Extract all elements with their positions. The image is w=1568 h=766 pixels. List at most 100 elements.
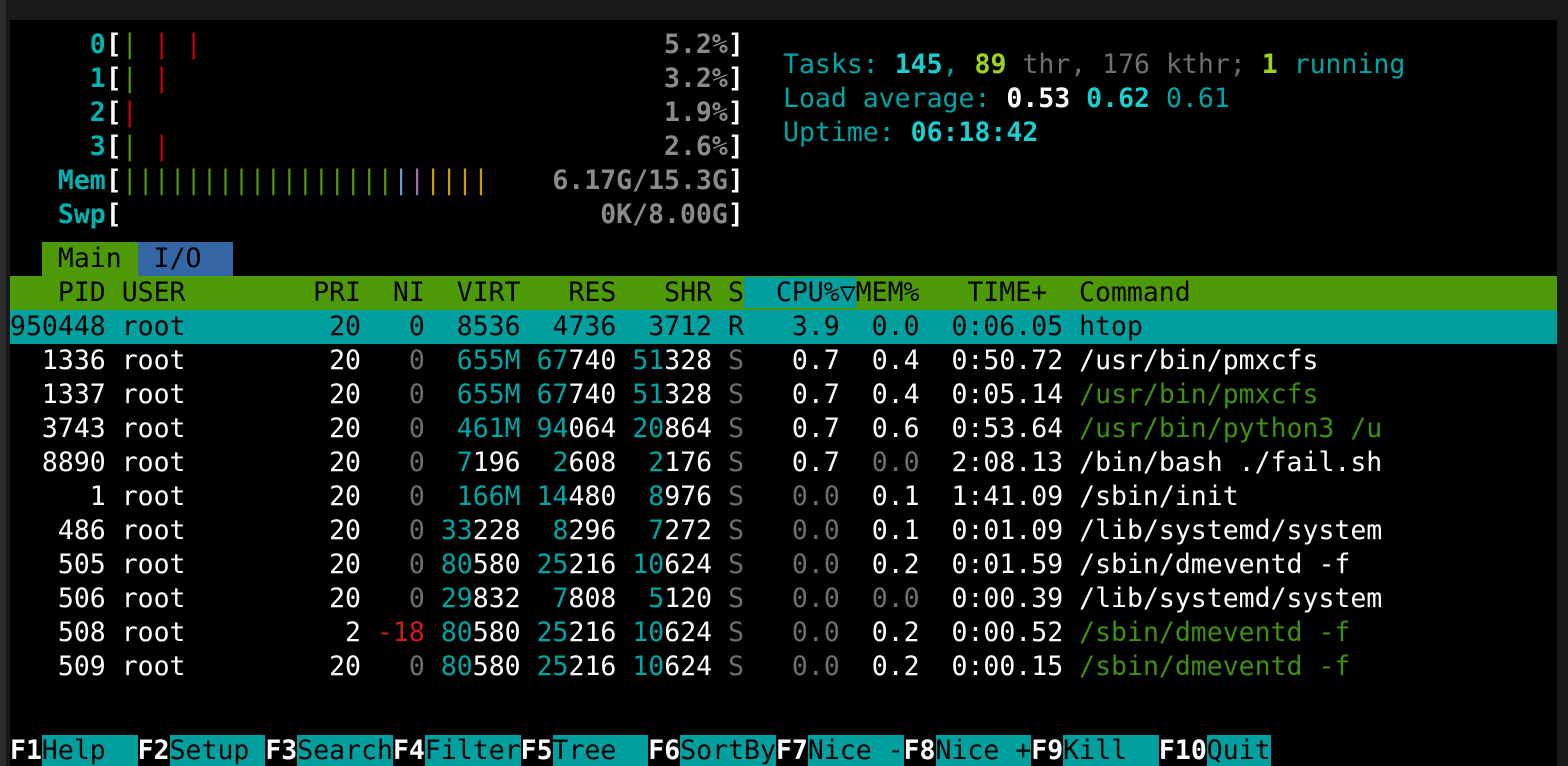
process-cpu-percent: 3.9 — [744, 311, 840, 342]
process-row[interactable]: 509 root 20 0 80580 25216 10624 S 0.0 0.… — [10, 650, 1557, 684]
fkey-setup-key[interactable]: F2 — [137, 735, 170, 766]
mem-meter-bar-cell: | — [329, 165, 346, 196]
fkey-search-key[interactable]: F3 — [265, 735, 298, 766]
process-table-header[interactable]: PID USER PRI NI VIRT RES SHR S CPU%▽MEM%… — [10, 276, 1557, 310]
tab-io[interactable]: I/O — [137, 242, 234, 276]
process-shr-high: 2 — [648, 447, 665, 478]
process-nice: 0 — [361, 651, 425, 682]
process-pid: 486 — [10, 515, 106, 546]
fkey-kill-key[interactable]: F9 — [1031, 735, 1064, 766]
cpu-meter-0-bar-cell: | — [185, 29, 202, 60]
fkey-quit-label[interactable]: Quit — [1206, 735, 1271, 766]
process-shr-pad — [616, 379, 632, 410]
process-shr-high: 10 — [632, 617, 665, 648]
htop-terminal[interactable]: 0[| | | 5.2%] 1[| | 3.2%] 2[| 1.9%] 3[| … — [10, 20, 1557, 766]
fkey-search-label[interactable]: Search — [297, 735, 393, 766]
process-cpu-percent: 0.0 — [744, 651, 840, 682]
process-row[interactable]: 505 root 20 0 80580 25216 10624 S 0.0 0.… — [10, 548, 1557, 582]
process-res-low: 216 — [568, 651, 617, 682]
process-nice: 0 — [361, 549, 425, 580]
col-header-ni: NI — [361, 277, 425, 308]
fkey-tree-label[interactable]: Tree — [552, 735, 649, 766]
mem-meter-bar-cell: | — [345, 165, 362, 196]
process-command: /bin/bash ./fail.sh — [1063, 447, 1383, 478]
cpu-meter-2-bar-cell — [170, 97, 186, 128]
process-res-pad — [521, 311, 553, 342]
process-nice: 0 — [361, 311, 425, 342]
swap-meter-bar-cell — [313, 199, 329, 230]
fkey-quit-key[interactable]: F10 — [1158, 735, 1207, 766]
cpu-meter-1-bar-cell — [329, 63, 345, 94]
fkey-filter-label[interactable]: Filter — [424, 735, 521, 766]
process-row[interactable]: 486 root 20 0 33228 8296 7272 S 0.0 0.1 … — [10, 514, 1557, 548]
fkey-tree-key[interactable]: F5 — [520, 735, 553, 766]
mem-meter: Mem[||||||||||||||||||||||| 6.17G/15.3G] — [10, 164, 1557, 198]
process-cpu-percent: 0.0 — [744, 583, 840, 614]
cpu-meter-0-label: 0 — [10, 29, 106, 60]
process-row[interactable]: 8890 root 20 0 7196 2608 2176 S 0.7 0.0 … — [10, 446, 1557, 480]
cpu-meter-2-bracket-open: [ — [105, 97, 122, 128]
screen-tabs[interactable]: Main I/O — [10, 242, 1557, 276]
fkey-help-key[interactable]: F1 — [10, 735, 42, 766]
process-row[interactable]: 506 root 20 0 29832 7808 5120 S 0.0 0.0 … — [10, 582, 1557, 616]
process-priority: 20 — [249, 345, 362, 376]
fkey-setup-label[interactable]: Setup — [169, 735, 266, 766]
col-header-mem: MEM% — [855, 277, 920, 308]
process-pid: 1337 — [10, 379, 106, 410]
fkey-filter-key[interactable]: F4 — [392, 735, 425, 766]
process-command: /lib/systemd/system — [1063, 583, 1383, 614]
process-nice: 0 — [361, 583, 425, 614]
cpu-meter-1-bar-cell — [505, 63, 521, 94]
cpu-meter-0-bracket-open: [ — [105, 29, 122, 60]
process-res-low: 296 — [568, 515, 617, 546]
process-virt-pad — [425, 515, 441, 546]
cpu-meter-2-bar-cell — [313, 97, 329, 128]
process-list[interactable]: 950448 root 20 0 8536 4736 3712 R 3.9 0.… — [10, 310, 1557, 684]
col-header-cpu-sorted[interactable]: CPU%▽ — [743, 277, 856, 308]
swap-meter-bar-cell — [218, 199, 234, 230]
process-virt-low: 196 — [472, 447, 521, 478]
process-virt-pad — [425, 413, 457, 444]
cpu-meter-2-bar-cell — [425, 97, 441, 128]
running-label: running — [1277, 49, 1406, 80]
process-row[interactable]: 3743 root 20 0 461M 94064 20864 S 0.7 0.… — [10, 412, 1557, 446]
function-key-bar[interactable]: F1Help F2Setup F3SearchF4FilterF5Tree F6… — [10, 734, 1557, 766]
process-pid: 1 — [10, 481, 106, 512]
fkey-nice-down-key[interactable]: F7 — [775, 735, 808, 766]
fkey-help-label[interactable]: Help — [41, 735, 138, 766]
process-state: S — [712, 617, 745, 648]
process-res-high: 67 — [536, 379, 569, 410]
process-shr-low: 624 — [664, 617, 713, 648]
process-res-high: 8 — [552, 515, 569, 546]
tab-main[interactable]: Main — [41, 242, 138, 276]
swap-meter-bar-cell — [425, 199, 441, 230]
mem-meter-bar-cell: | — [313, 165, 330, 196]
fkey-nice-up-key[interactable]: F8 — [903, 735, 936, 766]
cpu-meter-2-bar-cell — [281, 97, 297, 128]
process-res-low: 216 — [568, 549, 617, 580]
process-row[interactable]: 1 root 20 0 166M 14480 8976 S 0.0 0.1 1:… — [10, 480, 1557, 514]
fkey-nice-up-label[interactable]: Nice + — [935, 735, 1032, 766]
mem-meter-bar: ||||||||||||||||||||||| — [122, 164, 537, 198]
process-priority: 20 — [249, 311, 362, 342]
process-cpu-percent: 0.0 — [744, 515, 840, 546]
fkey-kill-label[interactable]: Kill — [1063, 735, 1159, 766]
fkey-nice-down-label[interactable]: Nice - — [807, 735, 904, 766]
swap-meter-bar-cell — [154, 199, 170, 230]
swap-meter-bar-cell — [457, 199, 473, 230]
process-row[interactable]: 1336 root 20 0 655M 67740 51328 S 0.7 0.… — [10, 344, 1557, 378]
cpu-meter-3-bar-cell — [249, 131, 265, 162]
cpu-meter-1-bar-cell — [218, 63, 234, 94]
col-header-pri: PRI — [249, 277, 362, 308]
cpu-meter-1: 1[| | 3.2%] — [10, 62, 1557, 96]
process-command: /usr/bin/pmxcfs — [1063, 345, 1319, 376]
fkey-sortby-label[interactable]: SortBy — [680, 735, 776, 766]
process-row[interactable]: 508 root 2 -18 80580 25216 10624 S 0.0 0… — [10, 616, 1557, 650]
process-row[interactable]: 1337 root 20 0 655M 67740 51328 S 0.7 0.… — [10, 378, 1557, 412]
fkey-sortby-key[interactable]: F6 — [648, 735, 681, 766]
cpu-meter-3-bracket-open: [ — [105, 131, 122, 162]
process-row-selected[interactable]: 950448 root 20 0 8536 4736 3712 R 3.9 0.… — [10, 310, 1557, 344]
process-shr-pad — [616, 515, 648, 546]
process-shr-high: 10 — [632, 549, 665, 580]
process-res-pad — [521, 583, 553, 614]
